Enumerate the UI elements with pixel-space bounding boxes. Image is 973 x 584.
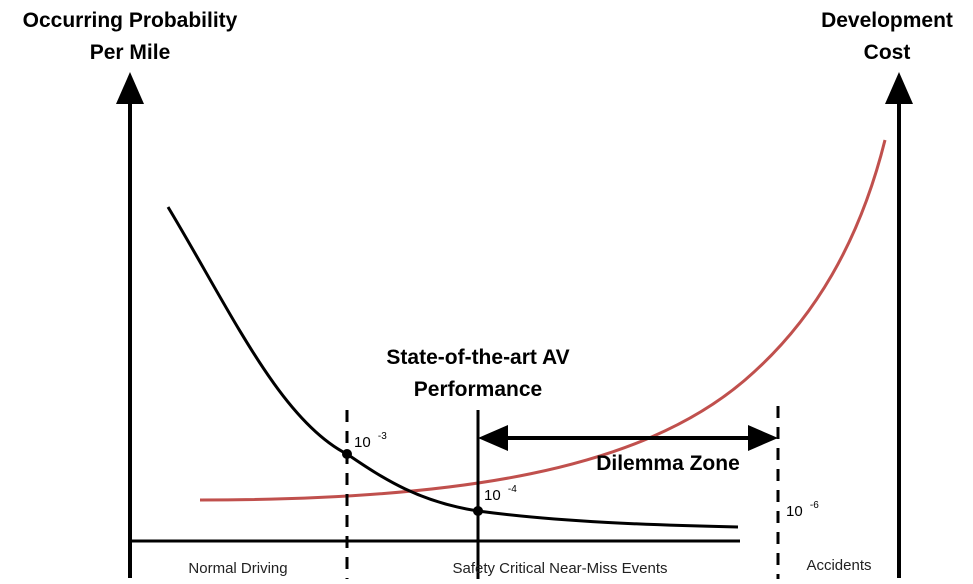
sota-label-line2: Performance: [414, 378, 542, 401]
threshold-label-1e-3-exp: -3: [378, 431, 387, 442]
right-axis-title-line1: Development: [821, 9, 953, 32]
left-axis-title-line1: Occurring Probability: [23, 9, 238, 32]
region-safety-critical: Safety Critical Near-Miss Events: [452, 560, 667, 577]
left-axis-arrowhead: [116, 72, 144, 104]
threshold-label-1e-3: 10 -3: [354, 431, 387, 451]
threshold-label-1e-6-exp: -6: [810, 500, 819, 511]
point-1e-4: [473, 506, 483, 516]
threshold-label-1e-6: 10 -6: [786, 500, 819, 520]
sota-label-line1: State-of-the-art AV: [386, 346, 569, 369]
point-1e-3: [342, 449, 352, 459]
region-normal-driving: Normal Driving: [188, 560, 287, 577]
threshold-label-1e-6-base: 10: [786, 503, 803, 520]
development-cost-curve: [199, 139, 887, 502]
left-axis-title-line2: Per Mile: [90, 41, 171, 64]
occurring-probability-curve: [166, 206, 739, 529]
threshold-label-1e-4-base: 10: [484, 487, 501, 504]
right-axis-title-line2: Cost: [864, 41, 911, 64]
region-accidents: Accidents: [806, 557, 871, 574]
right-axis-arrowhead: [885, 72, 913, 104]
threshold-label-1e-4-exp: -4: [508, 484, 517, 495]
threshold-label-1e-3-base: 10: [354, 434, 371, 451]
threshold-label-1e-4: 10 -4: [484, 484, 517, 504]
dilemma-zone-label: Dilemma Zone: [596, 452, 740, 475]
dilemma-zone-arrowhead-left: [478, 425, 508, 451]
dilemma-zone-arrowhead-right: [748, 425, 778, 451]
